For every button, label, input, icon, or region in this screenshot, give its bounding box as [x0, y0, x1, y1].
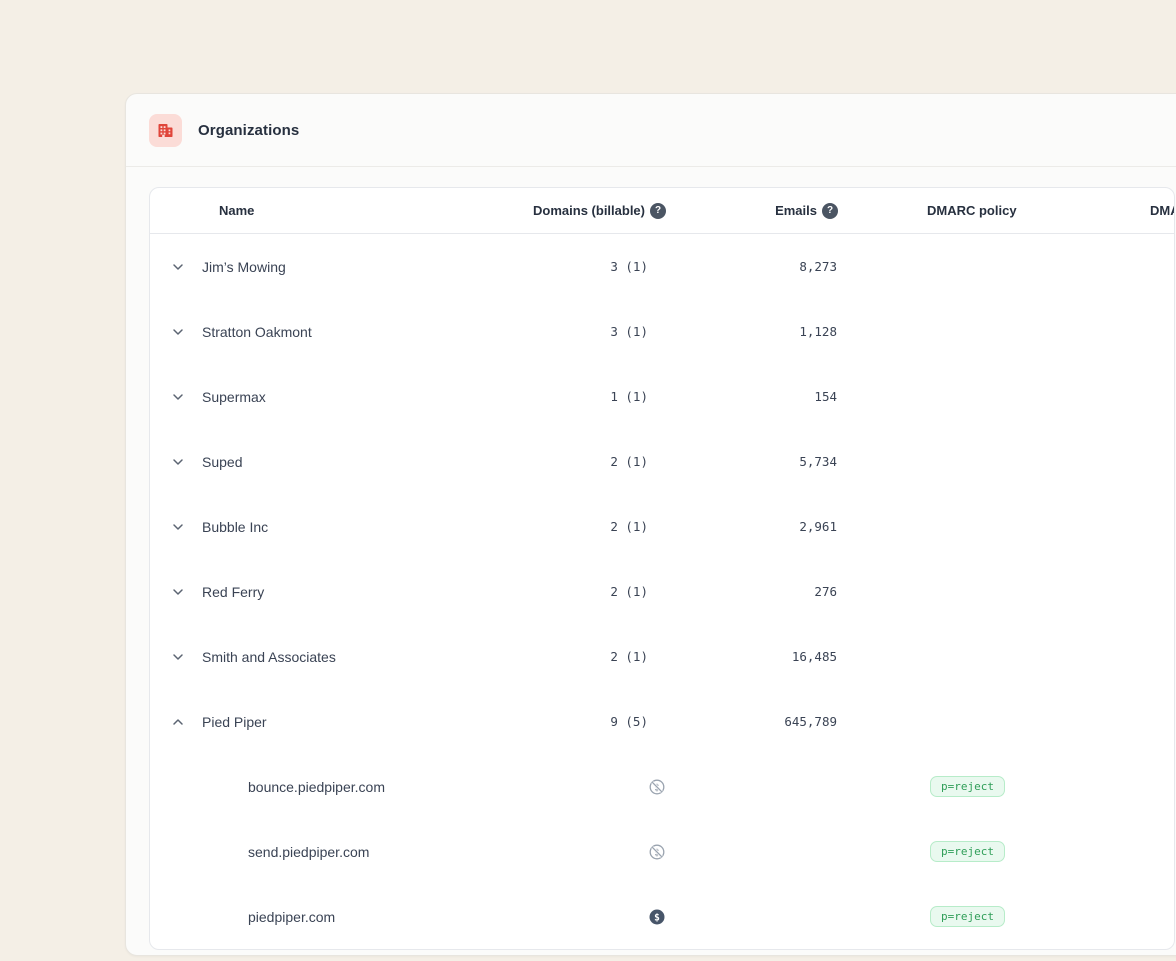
building-icon — [149, 113, 182, 147]
chevron-down-icon — [173, 523, 183, 530]
domain-row[interactable]: send.piedpiper.com $ p=reject — [150, 819, 1174, 884]
column-header-dma-clipped: DMA — [1150, 203, 1174, 218]
domains-count: 2 (1) — [610, 519, 648, 534]
help-icon[interactable]: ? — [822, 202, 838, 219]
table-row[interactable]: Suped 2 (1) 5,734 — [150, 429, 1174, 494]
column-header-emails: Emails ? — [668, 202, 842, 219]
org-name: Jim’s Mowing — [202, 258, 286, 275]
org-name: Red Ferry — [202, 583, 265, 600]
domains-count: 3 (1) — [610, 259, 648, 274]
emails-count: 2,961 — [799, 519, 837, 534]
card-header: Organizations — [126, 94, 1176, 167]
emails-count: 276 — [814, 584, 837, 599]
emails-count: 16,485 — [791, 649, 837, 664]
emails-count: 8,273 — [799, 259, 837, 274]
org-name: Smith and Associates — [202, 648, 336, 665]
chevron-down-icon — [173, 588, 183, 595]
table-row[interactable]: Stratton Oakmont 3 (1) 1,128 — [150, 299, 1174, 364]
table-row[interactable]: Red Ferry 2 (1) 276 — [150, 559, 1174, 624]
column-header-domains: Domains (billable) ? — [512, 202, 668, 219]
table-row[interactable]: Bubble Inc 2 (1) 2,961 — [150, 494, 1174, 559]
column-header-name: Name — [219, 203, 255, 218]
org-name: Stratton Oakmont — [202, 323, 312, 340]
org-name: Suped — [202, 453, 243, 470]
dollar-slash-icon: $ — [649, 844, 665, 859]
emails-count: 154 — [814, 389, 837, 404]
expand-row-button[interactable] — [166, 515, 190, 539]
dmarc-policy-badge: p=reject — [930, 841, 1005, 862]
chevron-down-icon — [173, 653, 183, 660]
chevron-down-icon — [173, 328, 183, 335]
expand-row-button[interactable] — [166, 580, 190, 604]
org-name: Supermax — [202, 388, 266, 405]
org-name: Pied Piper — [202, 713, 267, 730]
chevron-down-icon — [173, 458, 183, 465]
domain-name: piedpiper.com — [248, 908, 336, 925]
domain-row[interactable]: piedpiper.com $ p=reject — [150, 884, 1174, 949]
expand-row-button[interactable] — [166, 320, 190, 344]
expand-row-button[interactable] — [166, 385, 190, 409]
emails-count: 5,734 — [799, 454, 837, 469]
domains-count: 2 (1) — [610, 649, 648, 664]
domains-count: 9 (5) — [610, 714, 648, 729]
org-name: Bubble Inc — [202, 518, 269, 535]
expand-row-button[interactable] — [166, 645, 190, 669]
table-row[interactable]: Supermax 1 (1) 154 — [150, 364, 1174, 429]
domains-count: 2 (1) — [610, 584, 648, 599]
page-title: Organizations — [198, 121, 300, 139]
domains-count: 2 (1) — [610, 454, 648, 469]
expand-row-button[interactable] — [166, 255, 190, 279]
dmarc-policy-badge: p=reject — [930, 906, 1005, 927]
table-header-row: Name Domains (billable) ? Emails ? DMARC… — [150, 188, 1174, 234]
domain-name: send.piedpiper.com — [248, 843, 370, 860]
expand-row-button[interactable] — [166, 450, 190, 474]
dollar-slash-icon: $ — [649, 779, 665, 794]
organizations-table: Name Domains (billable) ? Emails ? DMARC… — [149, 187, 1175, 950]
domain-row[interactable]: bounce.piedpiper.com $ p=reject — [150, 754, 1174, 819]
chevron-down-icon — [173, 393, 183, 400]
domain-name: bounce.piedpiper.com — [248, 778, 385, 795]
chevron-up-icon — [173, 718, 183, 725]
domains-count: 3 (1) — [610, 324, 648, 339]
help-icon[interactable]: ? — [650, 202, 666, 219]
chevron-down-icon — [173, 263, 183, 270]
table-row[interactable]: Jim’s Mowing 3 (1) 8,273 — [150, 234, 1174, 299]
dollar-circle-icon: $ — [649, 909, 665, 924]
collapse-row-button[interactable] — [166, 710, 190, 734]
domains-count: 1 (1) — [610, 389, 648, 404]
emails-count: 645,789 — [784, 714, 837, 729]
table-row-expanded[interactable]: Pied Piper 9 (5) 645,789 — [150, 689, 1174, 754]
column-header-dmarc-policy: DMARC policy — [927, 203, 1017, 218]
emails-count: 1,128 — [799, 324, 837, 339]
organizations-card: Organizations Name Domains (billable) ? … — [125, 93, 1176, 956]
dmarc-policy-badge: p=reject — [930, 776, 1005, 797]
table-row[interactable]: Smith and Associates 2 (1) 16,485 — [150, 624, 1174, 689]
svg-text:$: $ — [654, 912, 660, 923]
